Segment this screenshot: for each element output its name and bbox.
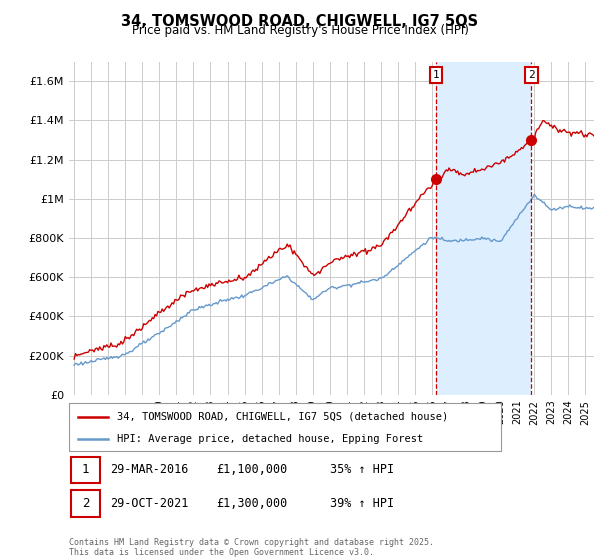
Bar [436, 62, 532, 395]
Text: Price paid vs. HM Land Registry's House Price Index (HPI): Price paid vs. HM Land Registry's House … [131, 24, 469, 37]
Text: 35% ↑ HPI: 35% ↑ HPI [330, 463, 394, 477]
Text: £1,100,000: £1,100,000 [216, 463, 287, 477]
Text: HPI: Average price, detached house, Epping Forest: HPI: Average price, detached house, Eppi… [116, 434, 423, 444]
Text: £1,300,000: £1,300,000 [216, 497, 287, 510]
Text: 1: 1 [433, 70, 440, 80]
Text: 39% ↑ HPI: 39% ↑ HPI [330, 497, 394, 510]
Text: 29-MAR-2016: 29-MAR-2016 [110, 463, 188, 477]
Text: 1: 1 [82, 463, 89, 477]
Text: 29-OCT-2021: 29-OCT-2021 [110, 497, 188, 510]
Text: 2: 2 [82, 497, 89, 510]
FancyBboxPatch shape [69, 403, 501, 451]
Text: 34, TOMSWOOD ROAD, CHIGWELL, IG7 5QS (detached house): 34, TOMSWOOD ROAD, CHIGWELL, IG7 5QS (de… [116, 412, 448, 422]
FancyBboxPatch shape [71, 491, 100, 516]
Text: Contains HM Land Registry data © Crown copyright and database right 2025.
This d: Contains HM Land Registry data © Crown c… [69, 538, 434, 557]
FancyBboxPatch shape [71, 457, 100, 483]
Text: 2: 2 [528, 70, 535, 80]
Text: 34, TOMSWOOD ROAD, CHIGWELL, IG7 5QS: 34, TOMSWOOD ROAD, CHIGWELL, IG7 5QS [121, 14, 479, 29]
